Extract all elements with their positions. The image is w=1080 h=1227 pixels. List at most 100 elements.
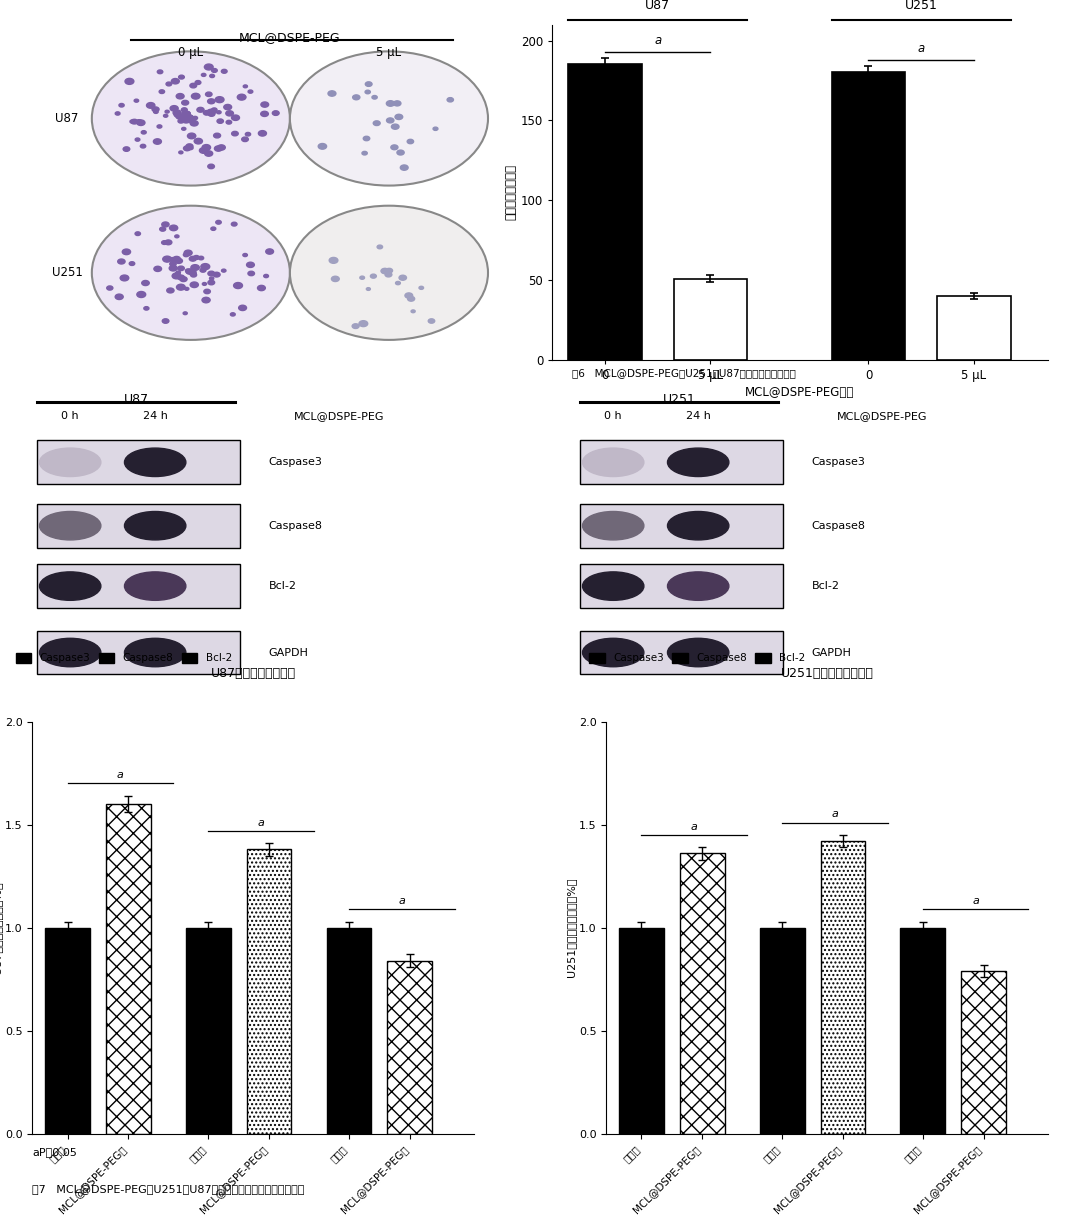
Circle shape <box>177 266 185 271</box>
Bar <box>580 440 783 485</box>
Bar <box>568 65 642 360</box>
Circle shape <box>353 94 360 99</box>
Circle shape <box>179 151 183 153</box>
Circle shape <box>137 120 145 125</box>
Circle shape <box>153 110 158 113</box>
Circle shape <box>332 276 339 281</box>
Circle shape <box>360 276 365 280</box>
Circle shape <box>207 271 215 276</box>
Circle shape <box>136 120 141 123</box>
Circle shape <box>120 275 129 281</box>
Circle shape <box>188 118 194 123</box>
Circle shape <box>92 52 289 185</box>
Circle shape <box>118 259 125 264</box>
Circle shape <box>170 225 178 231</box>
Circle shape <box>226 110 233 115</box>
Circle shape <box>188 146 193 150</box>
Circle shape <box>204 64 213 70</box>
Circle shape <box>207 109 216 115</box>
Title: U87蛋白表达测定结果: U87蛋白表达测定结果 <box>211 667 296 680</box>
Circle shape <box>185 118 191 121</box>
Circle shape <box>200 147 207 153</box>
Circle shape <box>258 130 267 136</box>
Circle shape <box>407 297 415 301</box>
Circle shape <box>217 119 224 123</box>
Circle shape <box>233 282 243 288</box>
Circle shape <box>248 90 253 93</box>
Circle shape <box>141 130 146 134</box>
Circle shape <box>190 83 197 88</box>
Circle shape <box>166 288 174 293</box>
Circle shape <box>153 139 161 145</box>
Circle shape <box>329 258 338 264</box>
Circle shape <box>176 271 180 274</box>
Ellipse shape <box>582 512 644 540</box>
Circle shape <box>122 249 131 255</box>
Text: U251: U251 <box>52 266 82 280</box>
Ellipse shape <box>124 638 186 666</box>
Circle shape <box>221 269 226 272</box>
Bar <box>580 564 783 609</box>
Circle shape <box>200 269 206 272</box>
Circle shape <box>185 115 193 120</box>
Circle shape <box>264 275 269 277</box>
Bar <box>832 72 905 360</box>
Title: U251蛋白表达测定结果: U251蛋白表达测定结果 <box>781 667 874 680</box>
Circle shape <box>194 139 202 144</box>
Text: GAPDH: GAPDH <box>269 648 309 658</box>
Circle shape <box>181 117 190 123</box>
Circle shape <box>176 285 185 290</box>
Circle shape <box>205 92 212 97</box>
Circle shape <box>165 240 172 244</box>
Circle shape <box>175 272 180 275</box>
Circle shape <box>183 112 190 117</box>
Circle shape <box>352 324 359 329</box>
Circle shape <box>199 256 204 260</box>
Circle shape <box>203 110 211 115</box>
Text: 图6   MCL@DSPE-PEG对U251、U87细胞克隆形成的影响: 图6 MCL@DSPE-PEG对U251、U87细胞克隆形成的影响 <box>572 368 796 378</box>
Circle shape <box>141 281 149 286</box>
Circle shape <box>170 261 176 266</box>
Circle shape <box>165 110 170 113</box>
Circle shape <box>144 307 149 310</box>
Bar <box>246 849 292 1134</box>
Circle shape <box>217 110 221 114</box>
Text: U251: U251 <box>905 0 937 12</box>
Y-axis label: U251蛋白相对表达量（%）: U251蛋白相对表达量（%） <box>566 879 576 978</box>
Circle shape <box>162 319 168 323</box>
Circle shape <box>176 93 184 99</box>
Circle shape <box>181 108 187 112</box>
Bar <box>759 928 805 1134</box>
Text: a: a <box>258 817 265 828</box>
Circle shape <box>221 70 227 74</box>
Circle shape <box>433 128 437 130</box>
Circle shape <box>208 112 215 117</box>
Bar <box>961 971 1005 1134</box>
Circle shape <box>242 137 248 141</box>
Text: U87: U87 <box>124 393 149 406</box>
Circle shape <box>153 266 162 271</box>
Circle shape <box>224 104 231 109</box>
Circle shape <box>186 269 193 274</box>
Circle shape <box>193 255 200 259</box>
Bar <box>37 504 240 547</box>
Circle shape <box>178 75 185 79</box>
Circle shape <box>186 117 193 121</box>
Ellipse shape <box>40 448 100 476</box>
Circle shape <box>387 118 394 123</box>
Circle shape <box>116 294 123 299</box>
Text: a: a <box>832 810 838 820</box>
Legend: Caspase3, Caspase8, Bcl-2: Caspase3, Caspase8, Bcl-2 <box>590 653 806 664</box>
Circle shape <box>207 164 215 168</box>
Text: GAPDH: GAPDH <box>811 648 851 658</box>
X-axis label: MCL@DSPE-PEG加药: MCL@DSPE-PEG加药 <box>745 387 854 399</box>
Circle shape <box>231 131 239 136</box>
Circle shape <box>191 265 200 270</box>
Circle shape <box>386 272 392 277</box>
Circle shape <box>230 313 235 317</box>
Circle shape <box>192 117 198 120</box>
Text: 24 h: 24 h <box>143 411 167 421</box>
Circle shape <box>181 101 189 106</box>
Circle shape <box>189 256 197 261</box>
Circle shape <box>266 249 273 254</box>
